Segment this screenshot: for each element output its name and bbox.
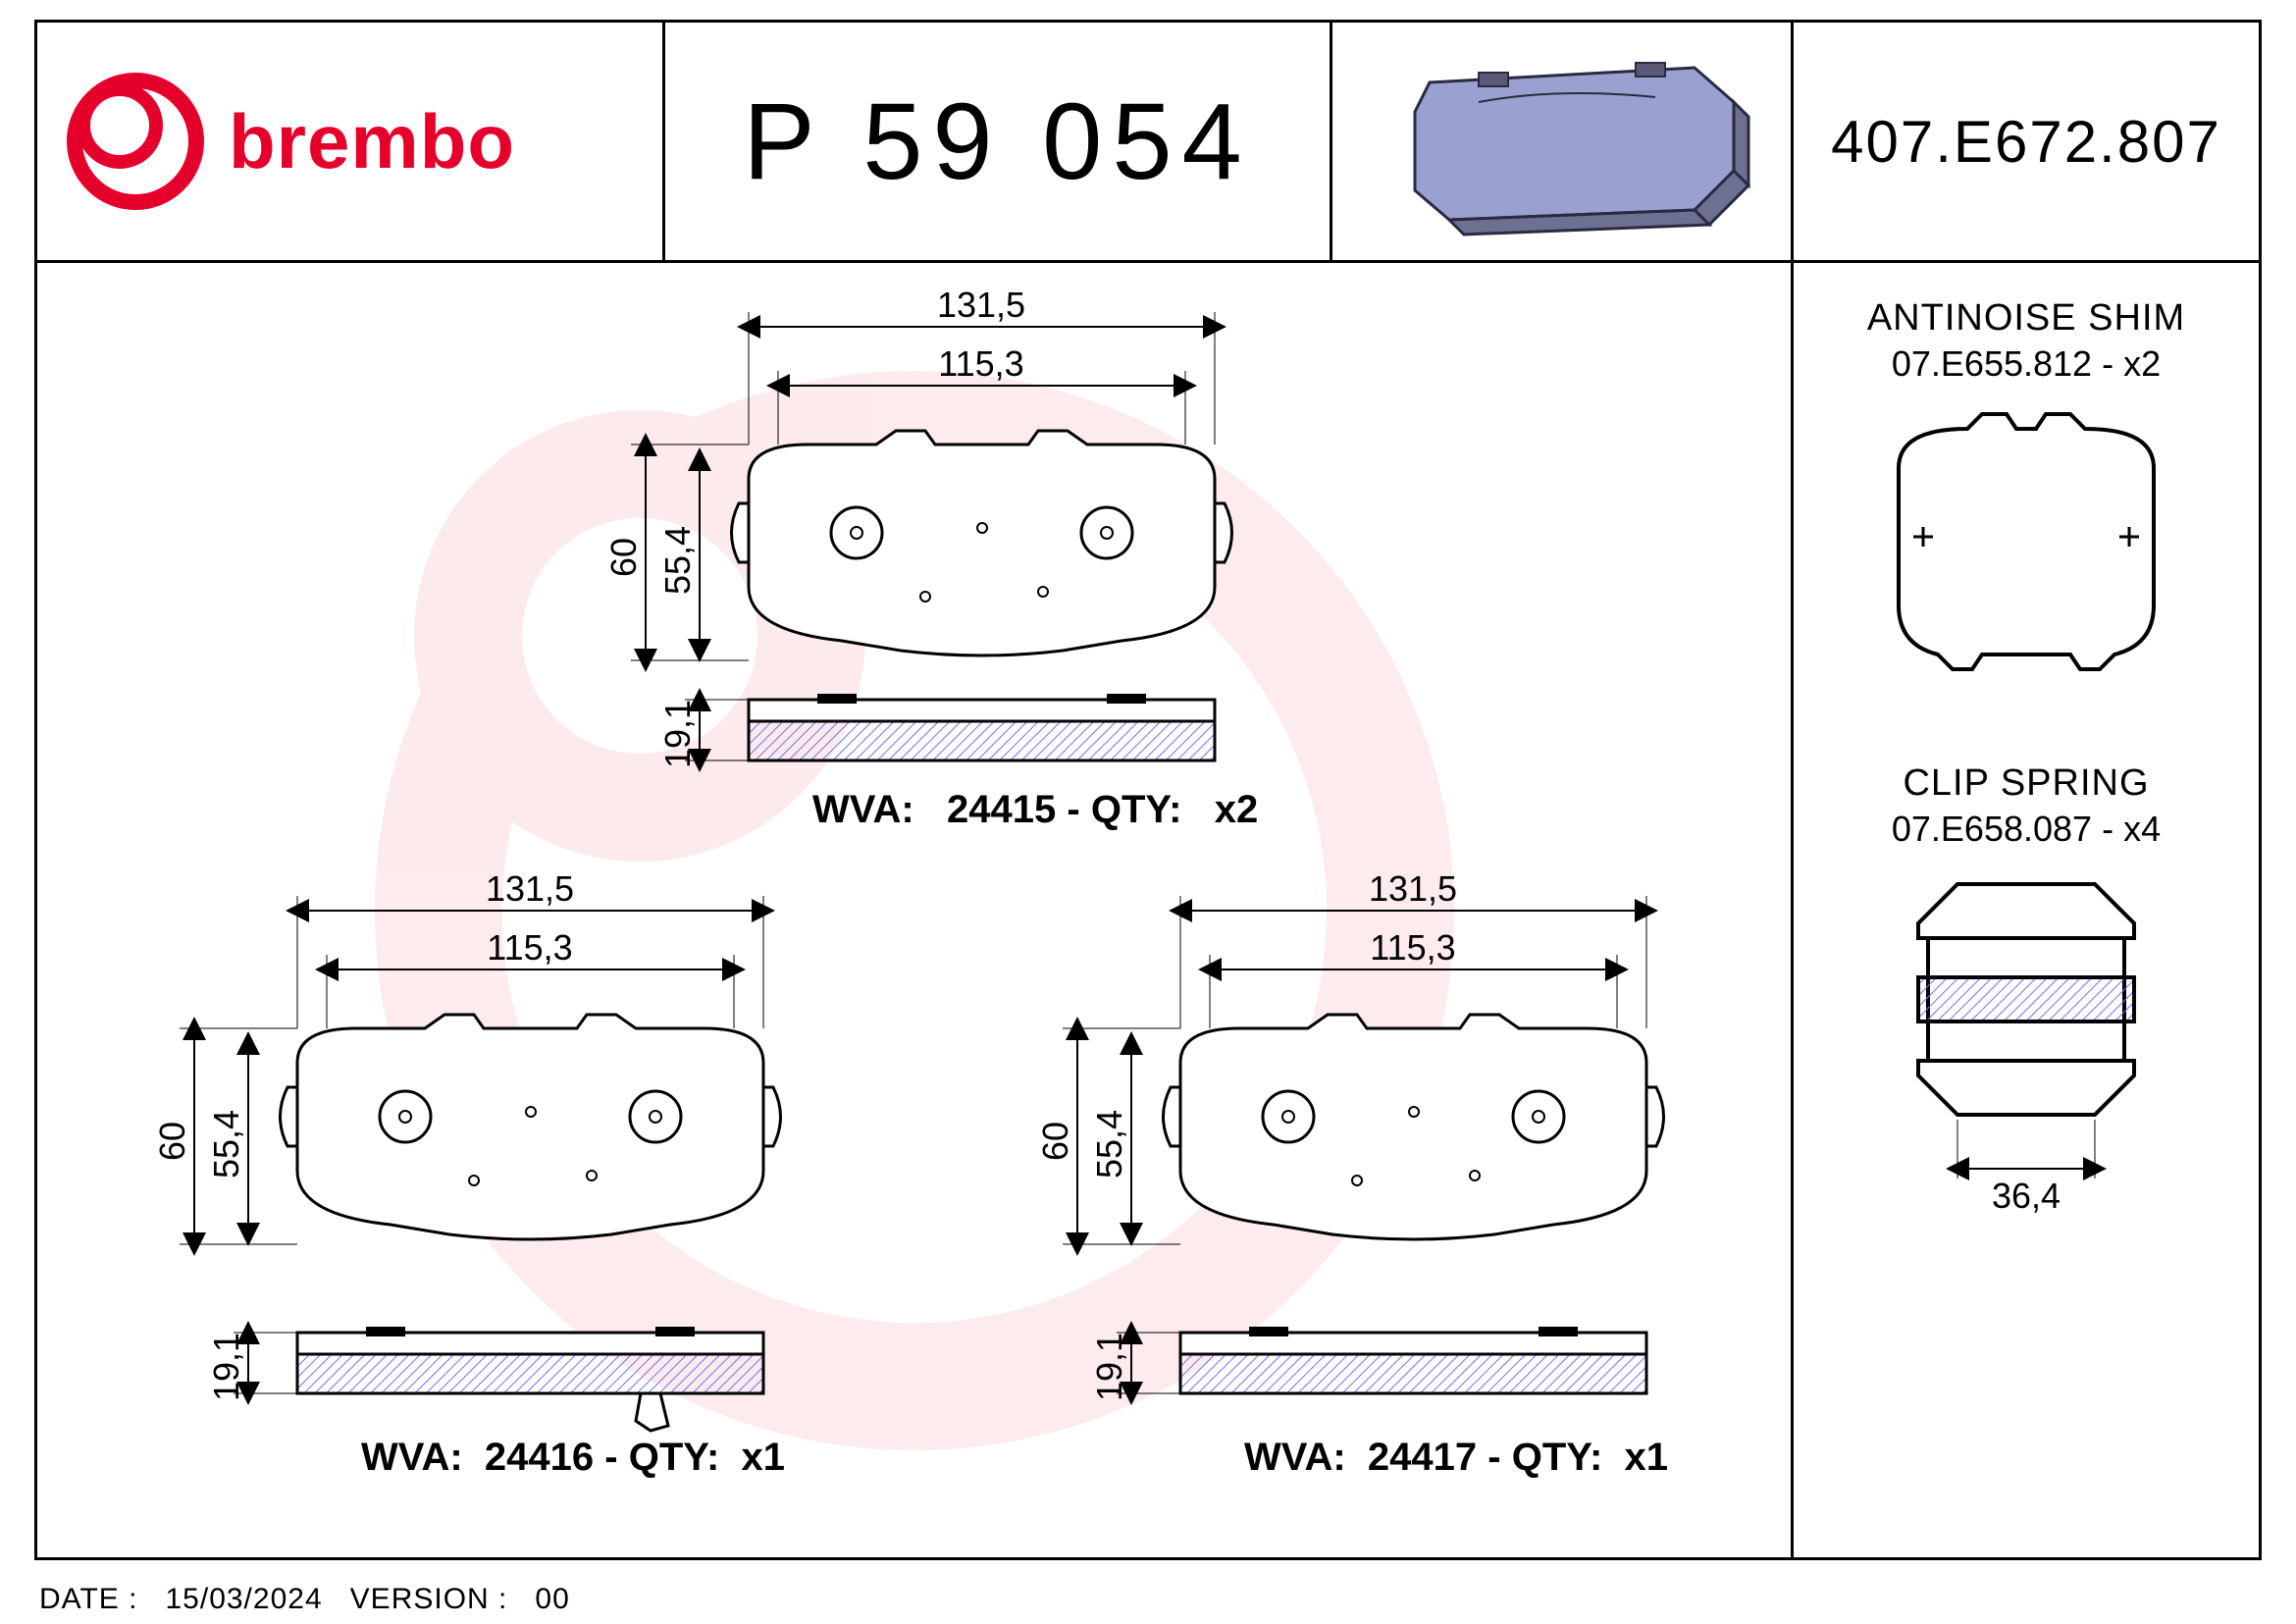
header-row: brembo P 59 054 407.E672.807 (37, 23, 2259, 263)
dim-height-inner: 55,4 (657, 526, 698, 595)
pad-block-left: 131,5 115,3 (135, 871, 842, 1514)
dim-width-outer: 131,5 (937, 288, 1025, 325)
main-drawing-area: 131,5 115,3 (37, 263, 1794, 1557)
dim-thickness: 19,1 (657, 700, 698, 768)
svg-text:60: 60 (1035, 1122, 1075, 1161)
qty-value: x2 (1215, 788, 1259, 831)
pad-drawing-top: 131,5 115,3 (587, 288, 1293, 857)
shim-drawing (1859, 409, 2193, 704)
brembo-logo-text: brembo (229, 97, 515, 186)
footer-version-label: VERSION : (350, 1583, 508, 1615)
svg-text:131,5: 131,5 (1369, 871, 1457, 909)
logo-cell: brembo (37, 23, 665, 260)
pad-block-right: 131,5 115,3 (1018, 871, 1725, 1514)
footer: DATE : 15/03/2024 VERSION : 00 (39, 1583, 570, 1616)
wva-prefix: WVA: (812, 788, 914, 831)
clip-code: 07.E658.087 - x4 (1813, 809, 2239, 850)
accessory-clip: CLIP SPRING 07.E658.087 - x4 36,4 (1813, 762, 2239, 1228)
drawing-code: 407.E672.807 (1831, 108, 2221, 176)
footer-date-label: DATE : (39, 1583, 137, 1615)
accessory-column: ANTINOISE SHIM 07.E655.812 - x2 CLIP SPR… (1794, 263, 2259, 1557)
svg-text:131,5: 131,5 (486, 871, 574, 909)
part-number: P 59 054 (743, 79, 1251, 204)
dim-width-inner: 115,3 (938, 343, 1023, 384)
svg-text:WVA: 24416: WVA: 24416 - QTY: x1 (361, 1436, 785, 1479)
brembo-logo-mark (67, 73, 204, 210)
pad-drawing-right: 131,5 115,3 (1018, 871, 1725, 1509)
footer-version: 00 (535, 1583, 569, 1615)
render-cell (1332, 23, 1794, 260)
part-number-cell: P 59 054 (665, 23, 1332, 260)
dim-height-outer: 60 (603, 538, 644, 577)
pad-3d-render (1361, 43, 1763, 239)
svg-text:55,4: 55,4 (206, 1110, 246, 1179)
clip-dim: 36,4 (1992, 1176, 2061, 1216)
svg-text:115,3: 115,3 (487, 927, 572, 968)
body-row: 131,5 115,3 (37, 263, 2259, 1557)
shim-code: 07.E655.812 - x2 (1813, 343, 2239, 385)
svg-text:WVA:: WVA: 24415 - QTY: x2 (812, 788, 1258, 831)
svg-text:55,4: 55,4 (1089, 1110, 1129, 1179)
wva-value: 24415 (947, 788, 1056, 831)
svg-text:115,3: 115,3 (1370, 927, 1455, 968)
svg-text:19,1: 19,1 (1089, 1333, 1129, 1401)
pad-drawing-left: 131,5 115,3 (135, 871, 842, 1509)
svg-text:60: 60 (152, 1122, 192, 1161)
drawing-code-cell: 407.E672.807 (1794, 23, 2259, 260)
accessory-shim: ANTINOISE SHIM 07.E655.812 - x2 (1813, 297, 2239, 704)
brembo-logo: brembo (67, 73, 515, 210)
clip-title: CLIP SPRING (1813, 762, 2239, 805)
svg-text:19,1: 19,1 (206, 1333, 246, 1401)
pad-block-top: 131,5 115,3 (587, 288, 1293, 862)
svg-text:WVA: 24417: WVA: 24417 - QTY: x1 (1244, 1436, 1668, 1479)
qty-prefix: QTY: (1091, 788, 1182, 831)
shim-title: ANTINOISE SHIM (1813, 297, 2239, 340)
clip-drawing: 36,4 (1859, 874, 2193, 1228)
drawing-sheet: brembo P 59 054 407.E672.807 (34, 20, 2262, 1560)
footer-date: 15/03/2024 (165, 1583, 322, 1615)
